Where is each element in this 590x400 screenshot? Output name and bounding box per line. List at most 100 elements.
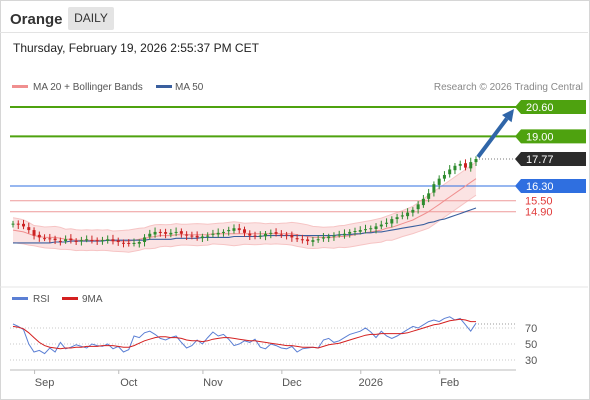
time-label: Oct <box>120 377 137 389</box>
candle-body <box>195 235 199 238</box>
candle-body <box>164 232 168 234</box>
rsi-tick-label: 70 <box>525 323 537 335</box>
legend-label-bollinger: MA 20 + Bollinger Bands <box>33 82 143 93</box>
candle-body <box>400 215 404 217</box>
candle-body <box>253 235 257 237</box>
candle-body <box>43 238 47 240</box>
candle-body <box>190 235 194 237</box>
candle-body <box>463 163 467 168</box>
candle-body <box>137 242 141 244</box>
candle-body <box>469 162 473 169</box>
rsi-panel: 70 50 30 <box>10 316 537 367</box>
candle-body <box>200 236 204 239</box>
candle-body <box>106 239 110 241</box>
candle-body <box>16 223 20 225</box>
candle-body <box>321 237 325 239</box>
candle-body <box>458 163 462 166</box>
instrument-title: Orange <box>10 11 63 28</box>
rsi-ma-line <box>12 318 476 350</box>
time-label: Nov <box>203 377 223 389</box>
candle-body <box>390 219 394 224</box>
legend-label-rsi: RSI <box>33 294 50 305</box>
candle-body <box>243 229 246 233</box>
candle-body <box>248 233 252 236</box>
candle-body <box>116 240 120 243</box>
candle-body <box>306 239 310 242</box>
legend-label-rsi-ma: 9MA <box>82 294 103 305</box>
candle-body <box>332 235 336 237</box>
copyright: Research © 2026 Trading Central <box>434 82 583 93</box>
candle-body <box>148 233 152 237</box>
candle-body <box>274 232 278 234</box>
candle-body <box>327 236 331 239</box>
candle-body <box>27 227 31 231</box>
level-tag-support: 14.90 <box>525 207 553 219</box>
candle-body <box>185 234 189 236</box>
arrow-shaft <box>476 117 509 159</box>
candle-body <box>206 235 210 237</box>
candle-body <box>374 226 378 229</box>
candle-body <box>85 239 89 241</box>
rsi-tick-label: 50 <box>525 339 537 351</box>
projection-arrow <box>476 109 514 159</box>
candle-body <box>453 165 457 171</box>
level-tag-label: 16.30 <box>526 181 554 193</box>
candle-body <box>379 224 383 227</box>
candle-body <box>432 184 436 193</box>
candle-body <box>132 242 136 244</box>
rsi-tick-label: 30 <box>525 355 537 367</box>
candle-body <box>90 240 94 241</box>
candle-body <box>269 232 273 234</box>
candle-body <box>179 231 183 234</box>
time-label: Dec <box>282 377 302 389</box>
candle-body <box>100 240 104 242</box>
candle-body <box>406 212 410 217</box>
candle-body <box>290 234 294 238</box>
candles <box>11 156 478 248</box>
candle-body <box>348 231 352 234</box>
candle-body <box>153 231 157 235</box>
period-selector[interactable]: DAILY <box>68 7 114 30</box>
candle-body <box>264 233 268 237</box>
candle-body <box>258 235 262 237</box>
candle-body <box>474 159 478 163</box>
level-tag-resistance <box>515 129 586 144</box>
candle-body <box>11 223 15 225</box>
legend-swatch-rsi-ma <box>62 297 78 300</box>
level-tag-pivot <box>515 179 586 193</box>
candle-body <box>232 228 236 231</box>
candle-body <box>211 233 215 235</box>
price-levels <box>10 106 516 213</box>
level-tag-support: 15.50 <box>525 196 553 208</box>
candle-body <box>342 233 346 236</box>
candle-body <box>95 240 99 242</box>
candle-body <box>364 229 368 231</box>
bollinger-lower <box>12 194 477 253</box>
candle-body <box>311 240 315 242</box>
time-label: Sep <box>35 377 55 389</box>
candle-body <box>395 217 399 220</box>
rsi-line <box>12 316 477 355</box>
candle-body <box>121 242 125 244</box>
candle-body <box>421 198 425 206</box>
candle-body <box>437 178 441 185</box>
candle-body <box>216 232 220 235</box>
candle-body <box>169 232 173 235</box>
bollinger-band <box>12 161 477 253</box>
candle-body <box>285 234 289 236</box>
time-label: 2026 <box>359 377 383 389</box>
candle-body <box>300 239 304 241</box>
level-tag-label: 19.00 <box>526 131 554 143</box>
candle-body <box>64 239 68 242</box>
timestamp: Thursday, February 19, 2026 2:55:37 PM C… <box>13 41 259 55</box>
candle-body <box>369 228 373 230</box>
candle-body <box>69 238 73 241</box>
candle-body <box>22 223 26 227</box>
time-axis: Sep Oct Nov Dec 2026 Feb <box>34 370 459 389</box>
candle-body <box>74 240 78 242</box>
candle-body <box>127 242 131 244</box>
candle-body <box>385 222 389 224</box>
candle-body <box>448 169 452 175</box>
